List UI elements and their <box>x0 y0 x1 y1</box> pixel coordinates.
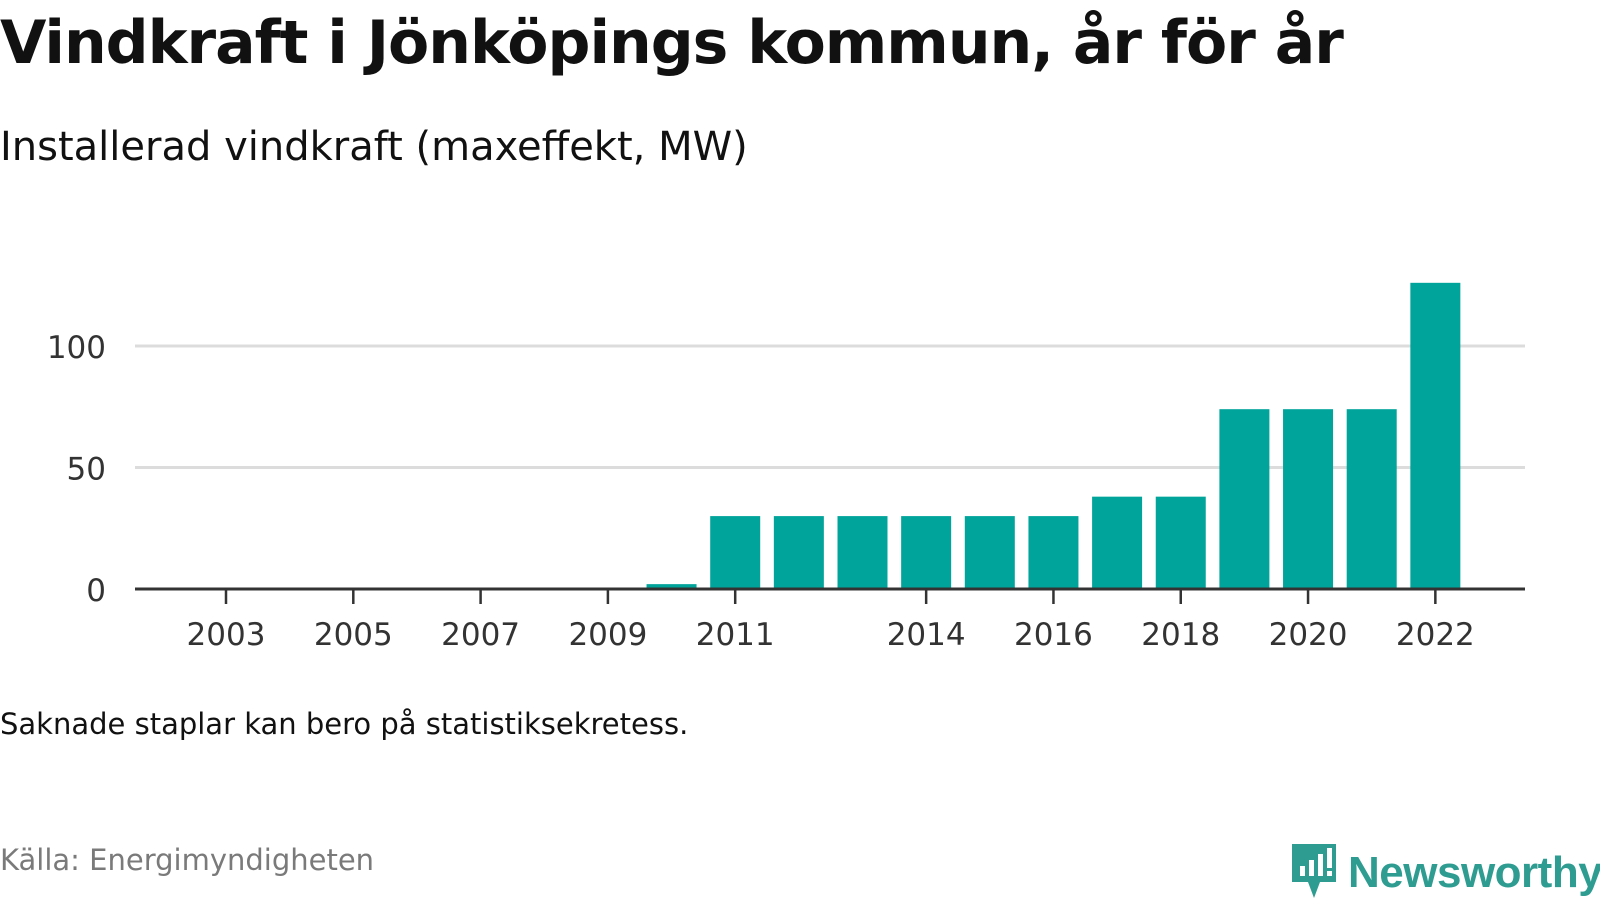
x-tick-label-2005: 2005 <box>314 617 393 653</box>
bar-2013 <box>837 516 888 589</box>
bar-2020 <box>1283 409 1334 589</box>
x-tick-label-2020: 2020 <box>1269 617 1348 653</box>
bar-2010 <box>646 584 697 589</box>
x-axis-ticks: 2003 2005 2007 2009 2011 2014 2016 2018 2020 2022 <box>187 589 1475 653</box>
y-tick-label-0: 0 <box>86 573 106 609</box>
bar-2018 <box>1155 496 1206 589</box>
bars <box>646 282 1461 589</box>
chart-note: Saknade staplar kan bero på statistiksek… <box>0 707 689 741</box>
bar-2011 <box>710 516 761 589</box>
x-tick-label-2009: 2009 <box>568 617 647 653</box>
bar-2021 <box>1346 409 1397 589</box>
x-tick-label-2014: 2014 <box>887 617 966 653</box>
y-tick-label-100: 100 <box>47 330 106 366</box>
chart-title: Vindkraft i Jönköpings kommun, år för år <box>0 8 1344 78</box>
bar-2012 <box>773 516 824 589</box>
y-axis-ticks: 0 50 100 <box>47 330 106 609</box>
bar-chart-speech-icon <box>1290 842 1338 904</box>
bar-2017 <box>1092 496 1143 589</box>
bar-2015 <box>964 516 1015 589</box>
brand-logo[interactable]: Newsworthy <box>1290 842 1600 904</box>
bar-2022 <box>1410 282 1461 589</box>
x-tick-label-2011: 2011 <box>696 617 775 653</box>
x-tick-label-2022: 2022 <box>1396 617 1475 653</box>
chart-subtitle: Installerad vindkraft (maxeffekt, MW) <box>0 124 748 170</box>
x-tick-label-2016: 2016 <box>1014 617 1093 653</box>
x-tick-label-2007: 2007 <box>441 617 520 653</box>
bar-2016 <box>1028 516 1079 589</box>
bar-2019 <box>1219 409 1270 589</box>
source-label: Källa: Energimyndigheten <box>0 843 375 877</box>
y-tick-label-50: 50 <box>67 452 106 488</box>
bar-2014 <box>901 516 952 589</box>
brand-name: Newsworthy <box>1348 848 1600 897</box>
x-tick-label-2018: 2018 <box>1141 617 1220 653</box>
x-tick-label-2003: 2003 <box>187 617 266 653</box>
